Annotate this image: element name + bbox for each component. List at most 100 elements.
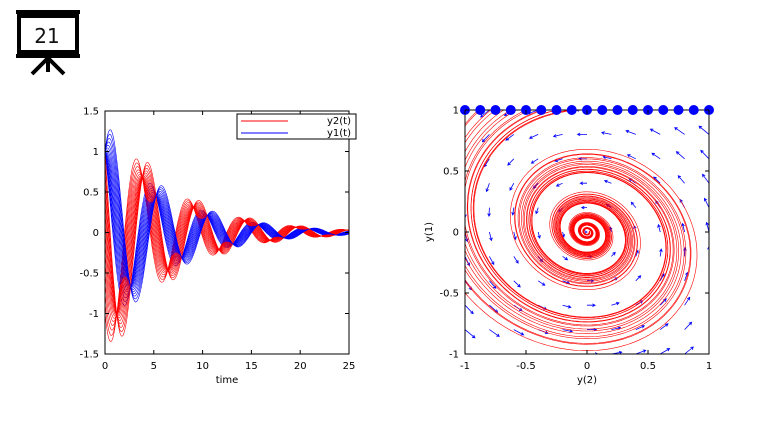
vector-field-arrows <box>465 110 709 354</box>
x-tick-label: 25 <box>343 361 356 372</box>
vector-arrow <box>603 179 612 184</box>
vector-arrow <box>489 280 497 289</box>
trajectory-line <box>465 110 709 345</box>
vector-arrow <box>552 134 563 138</box>
phase-portrait-chart: -1 -0.5 0 0.5 1 1 0.5 0 -0.5 -1 y(2) y(1) <box>424 105 714 386</box>
vector-arrow <box>483 158 490 168</box>
vector-arrow <box>681 222 685 233</box>
trajectory-line <box>465 110 675 327</box>
initial-point-marker <box>490 105 501 115</box>
presentation-screen-icon <box>16 10 80 76</box>
vector-arrow <box>635 325 646 330</box>
vector-arrow <box>555 182 563 187</box>
vector-arrow <box>625 129 636 135</box>
vector-arrow <box>675 151 685 160</box>
series-y2-line <box>104 176 349 316</box>
x-tick-label: 15 <box>245 361 258 372</box>
time-series-chart: 0 5 10 15 20 25 1.5 1 0.5 0 -0.5 -1 -1.5 y2(t) y1(t)… <box>79 107 357 386</box>
vector-arrow <box>630 201 637 208</box>
vector-arrow <box>660 348 671 354</box>
vector-arrow <box>489 304 499 313</box>
vector-arrow <box>507 158 515 166</box>
trajectory-line <box>465 110 694 339</box>
series-y2-line <box>104 175 349 317</box>
y-tick-label: -1 <box>449 350 459 361</box>
vector-arrow <box>651 152 661 160</box>
vector-arrow <box>611 301 620 306</box>
vector-arrow <box>684 296 691 306</box>
vector-arrow <box>635 275 642 282</box>
vector-arrow <box>700 149 709 160</box>
x-tick-label: 0.5 <box>640 361 656 372</box>
y-tick-label: 1.5 <box>83 107 99 118</box>
vector-arrow <box>513 280 521 288</box>
initial-point-marker <box>627 105 638 115</box>
vector-arrow <box>487 207 491 217</box>
x-tick-label: 0 <box>584 361 590 372</box>
x-tick-label: -0.5 <box>516 361 536 372</box>
y-tick-label: 1 <box>93 147 99 158</box>
initial-point-marker <box>505 105 516 115</box>
vector-arrow <box>511 207 515 216</box>
y-tick-label: 0 <box>453 228 459 239</box>
x-axis-label: time <box>216 375 239 386</box>
initial-point-marker <box>673 105 684 115</box>
vector-arrow <box>708 353 709 354</box>
vector-arrow <box>489 329 500 337</box>
vector-arrow <box>528 134 539 139</box>
vector-arrow <box>513 329 525 336</box>
x-tick-label: 1 <box>706 361 712 372</box>
series-y2-line <box>104 162 350 336</box>
vector-arrow <box>587 352 599 354</box>
vector-arrow <box>465 256 470 267</box>
vector-arrow <box>505 134 515 141</box>
vector-arrow <box>708 304 709 306</box>
axis-ticks: 0 5 10 15 20 25 1.5 1 0.5 0 -0.5 -1 -1.5 <box>79 107 355 373</box>
vector-arrow <box>538 353 540 354</box>
vector-arrow <box>635 349 647 354</box>
series-y1-line <box>104 141 350 294</box>
trajectory-line <box>465 110 674 326</box>
series-y2-line <box>104 151 350 337</box>
vector-arrow <box>562 304 572 309</box>
phase-trajectories <box>465 110 709 351</box>
slide-number: 21 <box>34 24 60 48</box>
vector-arrow <box>530 158 539 164</box>
vector-arrow <box>535 207 539 215</box>
vector-arrow <box>465 304 474 315</box>
y-axis-label: y(1) <box>424 222 435 242</box>
x-tick-label: -1 <box>460 361 470 372</box>
vector-arrow <box>600 131 612 135</box>
vector-arrow <box>481 134 490 143</box>
trajectory-line <box>465 110 678 330</box>
vector-arrow <box>465 134 466 136</box>
vector-arrow <box>649 128 661 135</box>
vector-arrow <box>489 353 491 354</box>
vector-arrow <box>485 183 490 193</box>
vector-arrow <box>704 197 709 208</box>
legend: y2(t) y1(t) <box>236 113 357 140</box>
x-tick-label: 20 <box>294 361 307 372</box>
x-tick-label: 10 <box>196 361 209 372</box>
vector-arrow <box>677 175 685 184</box>
series-y2-line <box>104 161 350 333</box>
vector-arrow <box>562 329 574 333</box>
y-tick-label: -1 <box>89 309 99 320</box>
x-tick-label: 5 <box>151 361 157 372</box>
vector-arrow <box>626 154 636 160</box>
vector-arrow <box>562 256 569 261</box>
initial-point-marker <box>658 105 669 115</box>
vector-arrow <box>579 181 587 185</box>
series-y2-line <box>104 177 349 315</box>
trajectory-line <box>470 110 669 320</box>
vector-arrow <box>684 321 693 330</box>
series-y2-line <box>104 172 350 321</box>
vector-arrow <box>575 110 587 112</box>
vector-arrow <box>659 323 669 330</box>
initial-point-marker <box>475 105 486 115</box>
initial-point-marker <box>551 105 562 115</box>
axis-ticks: -1 -0.5 0 0.5 1 1 0.5 0 -0.5 -1 <box>439 106 712 373</box>
legend-label-y2: y2(t) <box>327 116 351 127</box>
y-tick-label: -1.5 <box>79 350 99 361</box>
vector-arrow <box>708 328 709 330</box>
